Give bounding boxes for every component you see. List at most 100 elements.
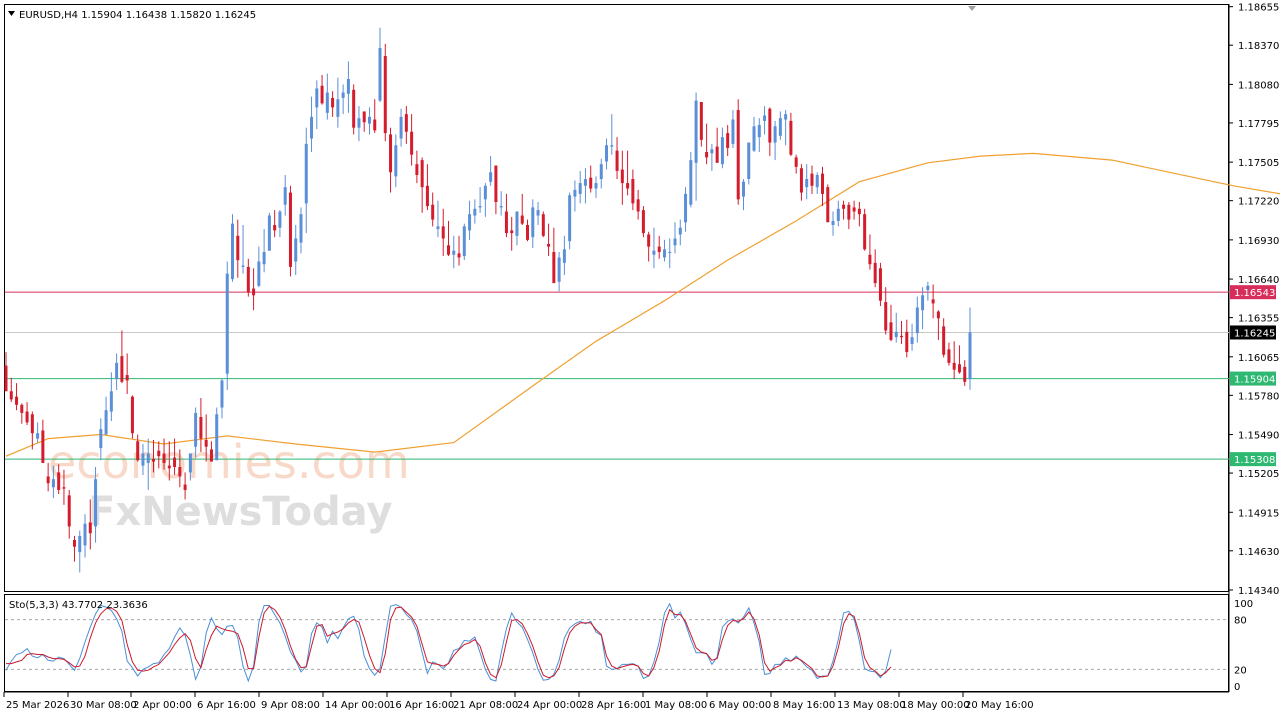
candle-body (183, 484, 187, 490)
candle (173, 438, 177, 476)
candle-body (125, 375, 129, 381)
candle (51, 465, 55, 499)
stoch-level-label: 80 (1234, 616, 1247, 627)
candle (805, 164, 809, 200)
level-tag (1230, 452, 1276, 467)
candle-body (325, 92, 329, 113)
candle-body (557, 257, 561, 282)
candle-body (905, 331, 909, 353)
candle (62, 469, 66, 505)
candle-body (378, 47, 382, 101)
candle-body (468, 214, 472, 231)
candle-body (778, 118, 782, 136)
candle (283, 174, 287, 216)
x-tick-label: 18 May 00:00 (901, 700, 970, 711)
candle (900, 320, 904, 344)
x-tick-label: 28 Apr 16:00 (581, 700, 646, 711)
candle-body (583, 179, 587, 186)
candle-body (836, 208, 840, 221)
candle-body (130, 396, 134, 434)
candle (947, 342, 951, 366)
candle-body (146, 453, 150, 463)
candle (341, 84, 345, 115)
triangle-down-icon[interactable] (8, 11, 15, 16)
candle (151, 439, 155, 473)
candle (952, 341, 956, 380)
candle (847, 202, 851, 230)
candle-body (641, 210, 645, 234)
candle-body (352, 89, 356, 128)
candle-body (478, 206, 482, 208)
level-tag (1230, 285, 1276, 300)
candle (146, 438, 150, 490)
x-tick-label: 14 Apr 00:00 (325, 700, 390, 711)
candle (404, 106, 408, 144)
y-tick-label: 1.16355 (1238, 314, 1279, 325)
candle-body (425, 185, 429, 207)
candle (478, 187, 482, 213)
x-tick-label: 16 Apr 16:00 (389, 700, 454, 711)
candle (420, 157, 424, 213)
candle (605, 138, 609, 170)
watermark-fxnewstoday: FxNewsToday (88, 489, 392, 535)
candle-body (647, 234, 651, 247)
y-tick-label: 1.18080 (1238, 80, 1279, 91)
candle (926, 281, 930, 301)
candle (842, 200, 846, 220)
candle-body (894, 331, 898, 338)
candle-body (952, 362, 956, 370)
candle (446, 220, 450, 257)
symbol-info: EURUSD,H4 1.15904 1.16438 1.15820 1.1624… (19, 10, 256, 21)
candle (631, 169, 635, 211)
scroll-marker-icon[interactable] (968, 6, 976, 11)
candle (41, 419, 45, 463)
candle-body (741, 181, 745, 197)
candle-body (773, 126, 777, 143)
candle (394, 134, 398, 188)
candle (536, 202, 540, 225)
candle (46, 462, 50, 492)
candle (905, 319, 909, 358)
stoch-signal-line (6, 605, 892, 679)
candle (9, 377, 13, 403)
candle-body (547, 243, 551, 247)
candle (515, 211, 519, 246)
candle-body (288, 192, 292, 267)
candle (963, 360, 967, 386)
candle (763, 106, 767, 135)
candle (889, 304, 893, 342)
candle-body (662, 249, 666, 258)
y-tick-label: 1.14630 (1238, 547, 1279, 558)
candle-body (805, 179, 809, 188)
candle (641, 206, 645, 238)
candle-body (30, 414, 34, 434)
candle (784, 110, 788, 146)
candle (794, 154, 798, 174)
candle (694, 92, 698, 201)
candle-body (67, 495, 71, 527)
candle (20, 403, 24, 424)
candle-body (826, 187, 830, 223)
candle (557, 252, 561, 292)
candle-body (900, 335, 904, 338)
candle (57, 464, 61, 495)
candle-body (568, 195, 572, 242)
candle (483, 183, 487, 217)
candle (215, 407, 219, 461)
level-tag-label: 1.16543 (1234, 288, 1275, 299)
candle (510, 216, 514, 251)
candle (30, 411, 34, 450)
candle (705, 123, 709, 165)
candle-body (167, 465, 171, 469)
candle (141, 444, 145, 476)
candle (357, 106, 361, 142)
candle-body (504, 211, 508, 234)
candle-body (20, 404, 24, 413)
candle (836, 200, 840, 227)
candle (462, 223, 466, 261)
candle-body (699, 101, 703, 140)
candle (67, 489, 71, 539)
candle (699, 101, 703, 147)
candle-body (141, 453, 145, 466)
candle (220, 379, 224, 419)
